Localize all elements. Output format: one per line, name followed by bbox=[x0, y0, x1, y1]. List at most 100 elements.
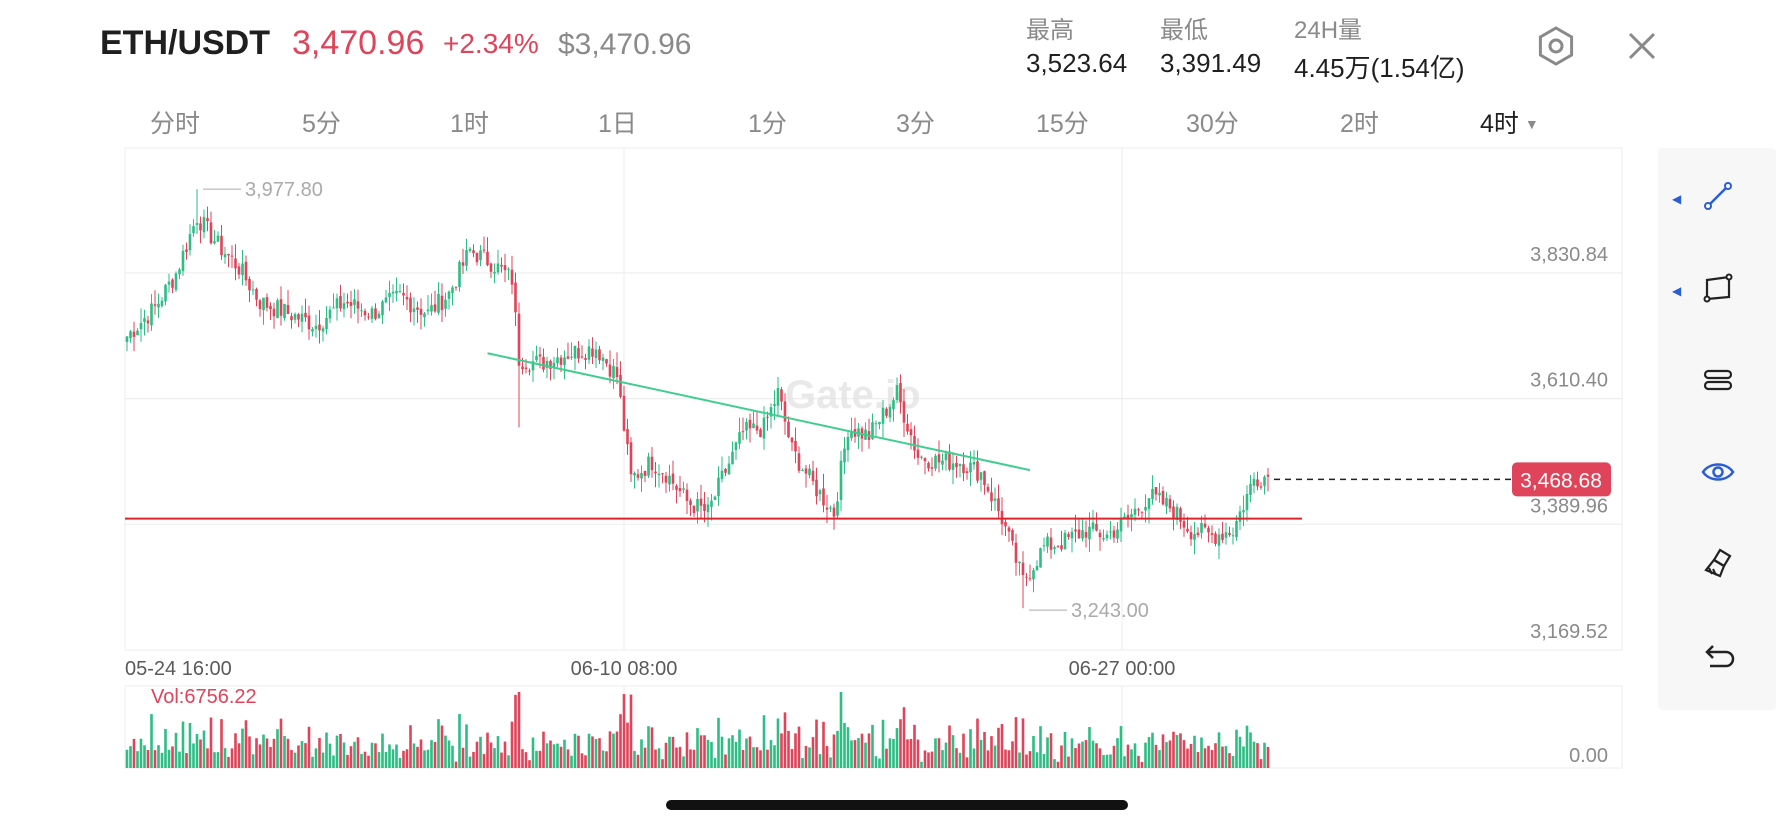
volume-bar bbox=[139, 738, 143, 768]
interval-tab-label: 1日 bbox=[598, 110, 637, 138]
interval-tab-4[interactable]: 1分 bbox=[748, 104, 787, 140]
candle-body bbox=[752, 423, 755, 429]
expand-caret-icon[interactable]: ◀ bbox=[1672, 284, 1682, 298]
close-icon[interactable] bbox=[1622, 26, 1662, 66]
volume-bar bbox=[755, 747, 759, 768]
candle-body bbox=[629, 442, 633, 475]
rectangle-icon[interactable] bbox=[1700, 270, 1736, 306]
volume-bar bbox=[857, 738, 860, 768]
candle-body bbox=[1028, 578, 1032, 580]
interval-tab-9[interactable]: 4时 ▼ bbox=[1480, 104, 1539, 140]
volume-bar bbox=[227, 756, 230, 768]
candle-body bbox=[734, 442, 738, 450]
candle-body bbox=[395, 290, 398, 294]
volume-bar bbox=[1049, 733, 1053, 768]
candle-body bbox=[503, 265, 507, 271]
candle-body bbox=[447, 291, 451, 299]
volume-bar bbox=[164, 728, 167, 768]
candle-body bbox=[696, 499, 699, 512]
volume-bar bbox=[1266, 746, 1270, 768]
eye-icon[interactable] bbox=[1700, 454, 1736, 490]
candle-body bbox=[717, 477, 720, 497]
candle-body bbox=[832, 507, 836, 517]
interval-tab-8[interactable]: 2时 bbox=[1340, 104, 1379, 140]
volume-bar bbox=[766, 749, 769, 768]
candle-body bbox=[398, 291, 402, 293]
volume-bar bbox=[790, 748, 794, 768]
candle-body bbox=[1151, 489, 1154, 500]
volume-bar bbox=[496, 736, 500, 768]
volume-bar bbox=[535, 750, 538, 768]
volume-bar bbox=[538, 750, 542, 768]
trendline-icon[interactable] bbox=[1700, 178, 1736, 214]
interval-tab-3[interactable]: 1日 bbox=[598, 104, 637, 140]
pair-symbol[interactable]: ETH/USDT bbox=[100, 24, 270, 62]
volume-bar bbox=[1214, 743, 1217, 768]
candle-body bbox=[850, 431, 853, 438]
candle-body bbox=[227, 253, 230, 256]
volume-bar bbox=[1039, 726, 1042, 768]
settings-icon[interactable] bbox=[1536, 26, 1576, 66]
fib-channel-icon[interactable] bbox=[1700, 362, 1736, 398]
candle-body bbox=[262, 297, 265, 311]
candle-body bbox=[871, 422, 874, 439]
volume-bar bbox=[241, 728, 244, 768]
volume-bar bbox=[615, 731, 619, 768]
candle-body bbox=[1266, 474, 1270, 477]
volume-bar bbox=[668, 736, 671, 768]
candle-body bbox=[724, 468, 727, 473]
volume-bar bbox=[1081, 741, 1084, 768]
volume-bar bbox=[678, 746, 682, 768]
candle-body bbox=[360, 310, 363, 312]
stat-high-value: 3,523.64 bbox=[1026, 48, 1128, 78]
volume-bar bbox=[780, 733, 783, 768]
candle-body bbox=[885, 408, 888, 416]
candle-body bbox=[846, 436, 850, 451]
interval-tab-7[interactable]: 30分 bbox=[1186, 104, 1239, 140]
candle-body bbox=[591, 348, 594, 357]
candle-body bbox=[839, 460, 843, 501]
volume-bar bbox=[157, 745, 160, 768]
volume-bar bbox=[839, 692, 843, 768]
volume-bar bbox=[825, 746, 829, 768]
volume-bar bbox=[251, 754, 255, 768]
volume-bar bbox=[1018, 752, 1021, 768]
trendline[interactable] bbox=[487, 352, 1031, 472]
interval-tab-6[interactable]: 15分 bbox=[1036, 104, 1089, 140]
candle-body bbox=[958, 463, 962, 466]
candle-body bbox=[507, 268, 510, 270]
candle-body bbox=[699, 498, 703, 506]
interval-tab-2[interactable]: 1时 bbox=[450, 104, 489, 140]
candle-body bbox=[465, 250, 468, 266]
interval-tab-1[interactable]: 5分 bbox=[302, 104, 341, 140]
volume-bar bbox=[1263, 742, 1266, 768]
candle-body bbox=[489, 263, 493, 272]
interval-tab-0[interactable]: 分时 bbox=[150, 104, 200, 140]
home-indicator[interactable] bbox=[666, 800, 1128, 810]
candle-body bbox=[993, 498, 997, 501]
candle-body bbox=[1189, 532, 1193, 540]
volume-bar bbox=[290, 750, 293, 768]
candle-body bbox=[1088, 526, 1091, 540]
candle-body bbox=[577, 348, 580, 359]
volume-bar bbox=[129, 746, 132, 768]
volume-bar bbox=[132, 738, 136, 768]
volume-bar bbox=[990, 736, 993, 768]
volume-bar bbox=[1067, 756, 1070, 768]
volume-bar bbox=[440, 725, 444, 768]
candle-body bbox=[955, 462, 958, 468]
interval-tab-5[interactable]: 3分 bbox=[896, 104, 935, 140]
volume-bar bbox=[976, 718, 979, 768]
expand-caret-icon[interactable]: ◀ bbox=[1672, 192, 1682, 206]
candle-body bbox=[745, 422, 748, 431]
undo-icon[interactable] bbox=[1700, 638, 1736, 674]
volume-bar bbox=[867, 733, 871, 768]
eraser-icon[interactable] bbox=[1700, 546, 1736, 582]
volume-bar bbox=[720, 736, 724, 768]
volume-bar bbox=[472, 751, 475, 768]
volume-bar bbox=[1168, 740, 1172, 768]
volume-bar bbox=[1172, 731, 1175, 768]
candle-body bbox=[1046, 536, 1049, 547]
candle-body bbox=[549, 360, 552, 369]
